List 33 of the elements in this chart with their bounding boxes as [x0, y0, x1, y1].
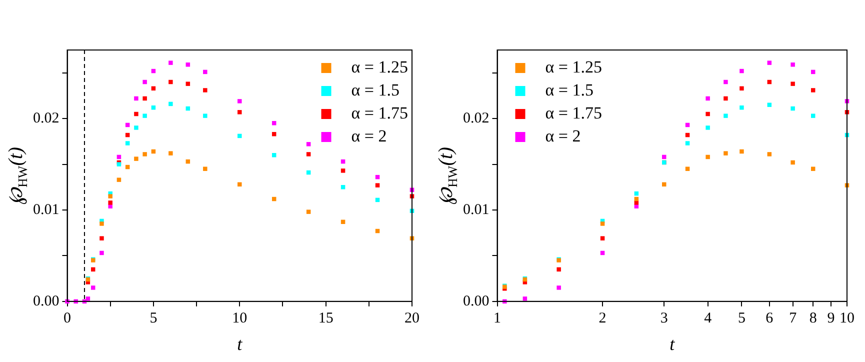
- legend-label: α = 1.5: [351, 80, 400, 100]
- legend-label: α = 2: [351, 126, 387, 146]
- y-tick-label: 0.00: [33, 293, 60, 310]
- legend-label: α = 1.75: [351, 103, 408, 122]
- x-tick-label: 20: [404, 310, 420, 326]
- x-tick-label: 10: [232, 310, 248, 326]
- y-tick-label: 0.02: [463, 110, 490, 126]
- x-tick-label: 5: [738, 310, 746, 326]
- x-tick-label: 3: [660, 310, 668, 326]
- y-axis-title: ℘HW(t): [435, 146, 460, 204]
- x-tick-label: 7: [789, 310, 798, 326]
- y-tick-label: 0.00: [463, 293, 490, 310]
- legend-label: α = 1.5: [545, 80, 594, 100]
- x-tick-label: 2: [598, 310, 606, 326]
- x-axis-title: t: [237, 334, 244, 354]
- x-tick-label: 4: [704, 310, 712, 326]
- x-axis-title: t: [670, 334, 676, 354]
- x-tick-label: 1: [494, 310, 501, 326]
- x-tick-label: 8: [809, 310, 817, 326]
- y-tick-label: 0.01: [463, 202, 490, 218]
- x-tick-label: 0: [64, 310, 71, 326]
- y-tick-label: 0.02: [33, 110, 60, 126]
- x-tick-label: 6: [766, 310, 774, 326]
- legend-label: α = 2: [545, 126, 581, 146]
- legend-label: α = 1.25: [545, 57, 602, 76]
- legend-label: α = 1.75: [545, 103, 602, 122]
- x-tick-label: 15: [318, 310, 334, 326]
- legend-label: α = 1.25: [351, 57, 408, 76]
- x-tick-label: 5: [150, 310, 158, 326]
- x-tick-label: 9: [827, 310, 835, 326]
- y-axis-title: ℘HW(t): [5, 146, 30, 204]
- x-tick-label: 10: [840, 310, 854, 326]
- y-tick-label: 0.01: [33, 202, 60, 218]
